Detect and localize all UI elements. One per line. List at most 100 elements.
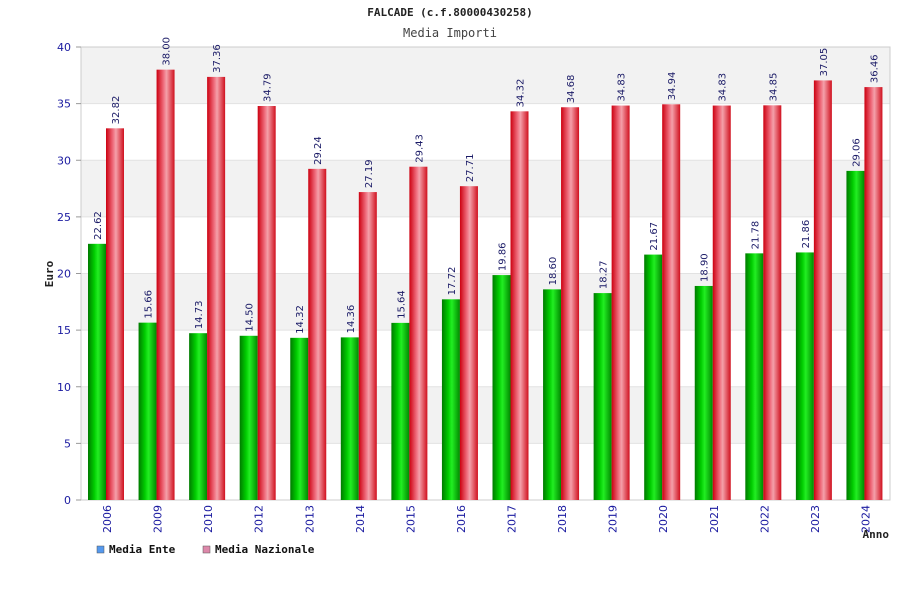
bar-media-nazionale <box>510 111 529 501</box>
x-tick-label: 2024 <box>859 505 872 533</box>
x-tick-label: 2010 <box>202 505 215 533</box>
x-tick-label: 2022 <box>758 505 771 533</box>
y-tick-label: 35 <box>57 98 71 111</box>
x-tick-label: 2012 <box>253 505 266 533</box>
bar-media-ente <box>694 285 713 500</box>
value-labels: 22.62 32.82 15.66 38.00 14.73 37.36 14.50 34.79… <box>93 37 880 334</box>
bar-media-ente <box>189 333 208 500</box>
y-tick-label: 25 <box>57 211 71 224</box>
x-tick-label: 2020 <box>657 505 670 533</box>
data-label: 27.71 <box>465 154 476 183</box>
y-tick-label: 0 <box>64 494 71 507</box>
bar-media-nazionale <box>459 186 478 500</box>
x-axis-label: Anno <box>863 528 890 541</box>
y-tick-label: 30 <box>57 154 71 167</box>
data-label: 34.83 <box>718 73 729 102</box>
data-label: 37.05 <box>819 48 830 77</box>
bar-media-ente <box>846 170 865 500</box>
bar-media-nazionale <box>106 128 124 500</box>
bar-media-ente <box>644 254 663 500</box>
data-label: 29.24 <box>313 136 324 165</box>
y-tick-label: 40 <box>57 41 71 54</box>
bar-media-nazionale <box>611 105 630 501</box>
bar-media-ente <box>745 253 764 500</box>
bars <box>88 69 883 501</box>
y-tick-label: 5 <box>64 437 71 450</box>
bar-media-nazionale <box>156 69 175 501</box>
x-tick-label: 2013 <box>303 505 316 533</box>
bar-media-ente <box>138 322 157 500</box>
y-tick-label: 10 <box>57 381 71 394</box>
data-label: 15.66 <box>144 290 155 319</box>
x-tick-label: 2021 <box>708 505 721 533</box>
bar-media-ente <box>88 243 106 501</box>
data-label: 32.82 <box>111 96 122 125</box>
data-label: 29.06 <box>851 138 862 167</box>
x-axis-ticks: 2006 2009 2010 2012 2013 2014 2015 2016 2017 2018… <box>101 505 872 533</box>
data-label: 34.79 <box>263 73 274 102</box>
bar-media-nazionale <box>207 76 226 500</box>
data-label: 18.27 <box>599 260 610 289</box>
bar-media-nazionale <box>409 166 428 500</box>
data-label: 17.72 <box>447 267 458 296</box>
bar-media-ente <box>340 337 359 500</box>
data-label: 21.86 <box>801 220 812 249</box>
bar-media-ente <box>593 293 612 500</box>
bar-media-ente <box>391 322 410 500</box>
bar-media-nazionale <box>308 168 327 500</box>
bar-media-nazionale <box>813 80 832 500</box>
data-label: 34.32 <box>516 79 527 108</box>
data-label: 38.00 <box>162 37 173 66</box>
chart-subtitle: Media Importi <box>403 26 497 40</box>
data-label: 15.64 <box>396 290 407 319</box>
bar-media-nazionale <box>864 87 883 500</box>
bar-media-nazionale <box>662 104 681 500</box>
data-label: 36.46 <box>869 54 880 83</box>
y-axis-ticks: 0 5 10 15 20 25 30 35 40 <box>57 41 81 507</box>
x-tick-label: 2023 <box>809 505 822 533</box>
legend-label: Media Nazionale <box>215 543 315 556</box>
y-tick-label: 20 <box>57 268 71 281</box>
data-label: 19.86 <box>498 242 509 271</box>
data-label: 34.94 <box>667 72 678 101</box>
data-label: 18.60 <box>548 257 559 286</box>
data-label: 34.68 <box>566 75 577 104</box>
x-tick-label: 2019 <box>607 505 620 533</box>
data-label: 14.36 <box>346 305 357 334</box>
y-tick-label: 15 <box>57 324 71 337</box>
x-tick-label: 2015 <box>404 505 417 533</box>
data-label: 14.73 <box>194 301 205 330</box>
data-label: 14.50 <box>245 303 256 332</box>
data-label: 34.85 <box>768 73 779 102</box>
bar-media-nazionale <box>561 107 580 501</box>
bar-media-ente <box>492 275 511 500</box>
legend-label: Media Ente <box>109 543 176 556</box>
data-label: 27.19 <box>364 159 375 188</box>
data-label: 29.43 <box>414 134 425 163</box>
data-label: 34.83 <box>617 73 628 102</box>
bar-media-ente <box>795 252 814 500</box>
x-tick-label: 2018 <box>556 505 569 533</box>
bar-media-nazionale <box>358 192 377 501</box>
x-tick-label: 2014 <box>354 505 367 533</box>
bar-media-ente <box>239 335 258 500</box>
x-tick-label: 2006 <box>101 505 114 533</box>
data-label: 21.78 <box>750 221 761 250</box>
bar-media-nazionale <box>763 105 782 500</box>
chart-title: FALCADE (c.f.80000430258) <box>367 6 533 19</box>
data-label: 22.62 <box>93 211 104 240</box>
data-label: 18.90 <box>700 253 711 282</box>
bar-media-ente <box>441 299 460 500</box>
y-axis-label: Euro <box>43 260 56 287</box>
bar-media-ente <box>290 337 309 500</box>
legend-swatch <box>96 545 105 554</box>
data-label: 21.67 <box>649 222 660 251</box>
x-tick-label: 2016 <box>455 505 468 533</box>
legend-swatch <box>202 545 211 554</box>
bar-media-ente <box>543 289 562 500</box>
x-tick-label: 2009 <box>152 505 165 533</box>
bar-media-nazionale <box>712 105 731 501</box>
legend: Media Ente Media Nazionale <box>96 543 315 556</box>
data-label: 14.32 <box>295 305 306 334</box>
